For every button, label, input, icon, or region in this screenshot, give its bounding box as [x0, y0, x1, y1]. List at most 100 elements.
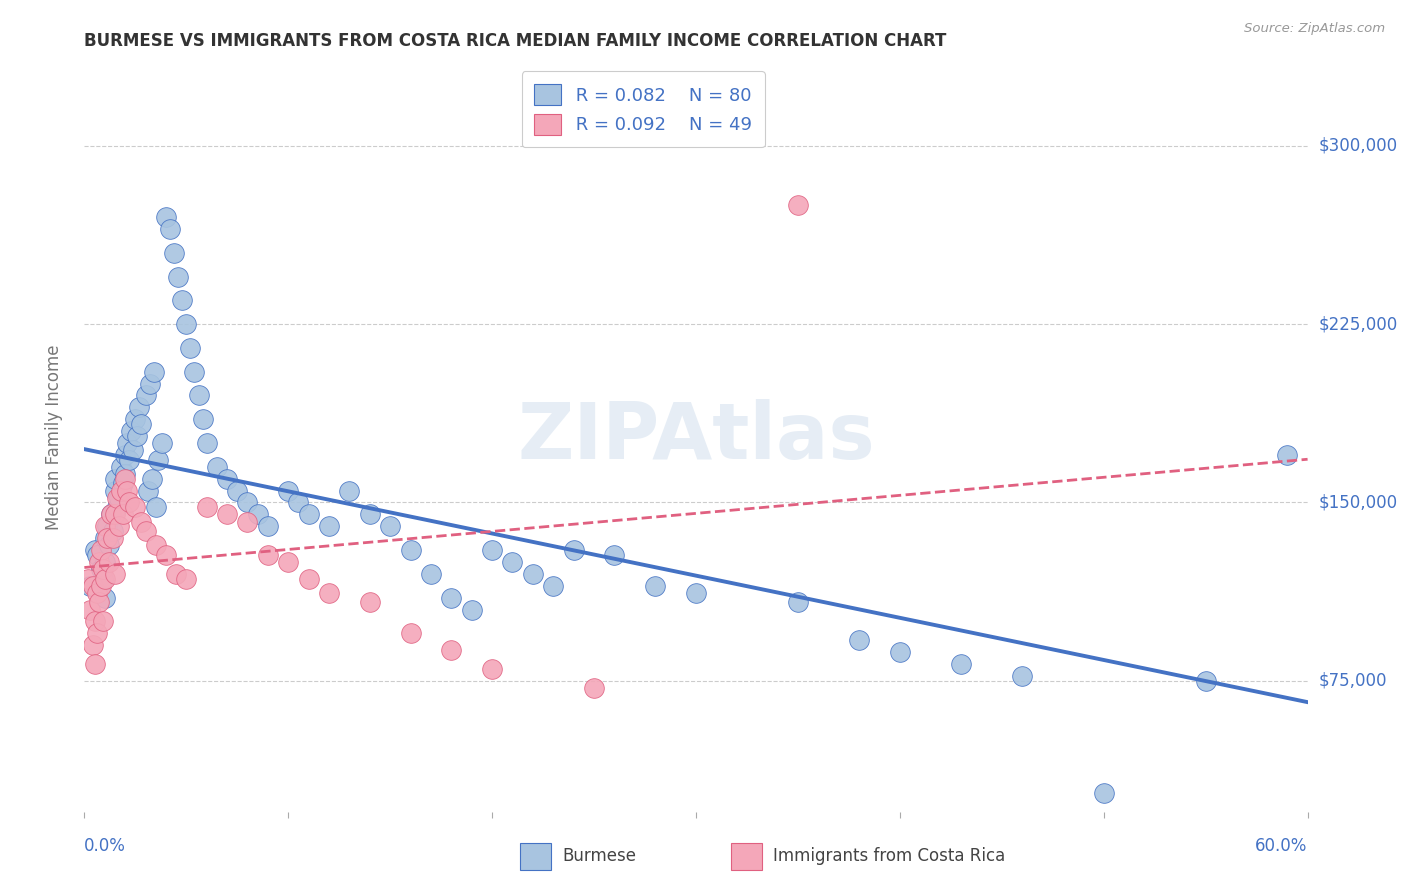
Point	[96, 519, 118, 533]
Point	[93, 531, 115, 545]
Text: 0.0%: 0.0%	[84, 837, 127, 855]
Point	[359, 508, 381, 522]
Point	[562, 543, 585, 558]
Point	[87, 555, 110, 569]
Point	[86, 586, 108, 600]
Point	[122, 443, 145, 458]
Point	[110, 459, 132, 474]
Point	[138, 376, 160, 391]
Point	[112, 476, 135, 491]
Point	[440, 643, 463, 657]
Point	[104, 472, 127, 486]
Point	[187, 388, 209, 402]
Point	[108, 519, 131, 533]
Point	[77, 572, 100, 586]
Point	[146, 452, 169, 467]
Legend:  R = 0.082    N = 80,  R = 0.092    N = 49: R = 0.082 N = 80, R = 0.092 N = 49	[522, 71, 765, 147]
Text: BURMESE VS IMMIGRANTS FROM COSTA RICA MEDIAN FAMILY INCOME CORRELATION CHART: BURMESE VS IMMIGRANTS FROM COSTA RICA ME…	[84, 32, 946, 50]
Point	[114, 448, 136, 462]
Point	[889, 645, 911, 659]
Point	[91, 562, 114, 576]
Point	[339, 483, 361, 498]
Point	[1277, 448, 1299, 462]
Point	[93, 555, 115, 569]
Point	[155, 210, 177, 224]
Point	[172, 293, 194, 308]
Point	[97, 555, 120, 569]
Point	[112, 508, 135, 522]
Point	[1092, 786, 1115, 800]
Point	[174, 572, 197, 586]
Point	[82, 579, 104, 593]
Point	[174, 317, 197, 331]
Point	[118, 452, 141, 467]
Point	[603, 548, 626, 562]
Point	[685, 586, 707, 600]
Text: Source: ZipAtlas.com: Source: ZipAtlas.com	[1244, 22, 1385, 36]
Point	[257, 519, 280, 533]
Text: Burmese: Burmese	[562, 847, 637, 865]
Point	[127, 429, 149, 443]
Point	[502, 555, 524, 569]
Point	[141, 472, 163, 486]
Point	[644, 579, 666, 593]
Point	[124, 500, 146, 515]
Point	[114, 472, 136, 486]
Point	[104, 483, 127, 498]
Point	[135, 524, 157, 538]
Point	[97, 538, 120, 552]
Point	[93, 572, 115, 586]
Point	[481, 543, 503, 558]
Point	[226, 483, 249, 498]
Point	[145, 538, 167, 552]
Point	[583, 681, 606, 695]
Point	[205, 459, 228, 474]
Point	[110, 483, 132, 498]
Point	[90, 579, 112, 593]
Point	[104, 566, 127, 581]
Point	[159, 222, 181, 236]
Point	[287, 495, 309, 509]
Point	[277, 483, 299, 498]
Y-axis label: Median Family Income: Median Family Income	[45, 344, 63, 530]
Point	[105, 491, 128, 505]
Point	[236, 495, 259, 509]
Point	[118, 495, 141, 509]
Point	[93, 519, 115, 533]
Text: $225,000: $225,000	[1319, 315, 1398, 333]
Point	[90, 543, 112, 558]
Text: $75,000: $75,000	[1319, 672, 1388, 690]
Point	[359, 595, 381, 609]
Point	[787, 198, 810, 212]
Point	[167, 269, 190, 284]
Point	[114, 467, 136, 481]
Point	[83, 657, 105, 672]
Point	[318, 519, 340, 533]
Point	[79, 579, 101, 593]
Point	[91, 572, 114, 586]
Point	[318, 586, 340, 600]
Point	[135, 388, 157, 402]
Point	[101, 524, 124, 538]
Point	[399, 626, 422, 640]
Point	[950, 657, 973, 672]
Point	[83, 615, 105, 629]
Point	[195, 436, 218, 450]
Point	[298, 572, 321, 586]
Point	[87, 595, 110, 609]
Point	[179, 341, 201, 355]
Text: ZIPAtlas: ZIPAtlas	[517, 399, 875, 475]
Point	[86, 548, 108, 562]
Point	[120, 424, 142, 438]
Point	[136, 483, 159, 498]
Point	[82, 638, 104, 652]
Point	[461, 602, 484, 616]
Point	[83, 543, 105, 558]
Point	[183, 365, 205, 379]
Point	[236, 515, 259, 529]
Point	[115, 436, 138, 450]
Point	[522, 566, 544, 581]
Point	[105, 500, 128, 515]
Point	[163, 245, 186, 260]
Point	[195, 500, 218, 515]
